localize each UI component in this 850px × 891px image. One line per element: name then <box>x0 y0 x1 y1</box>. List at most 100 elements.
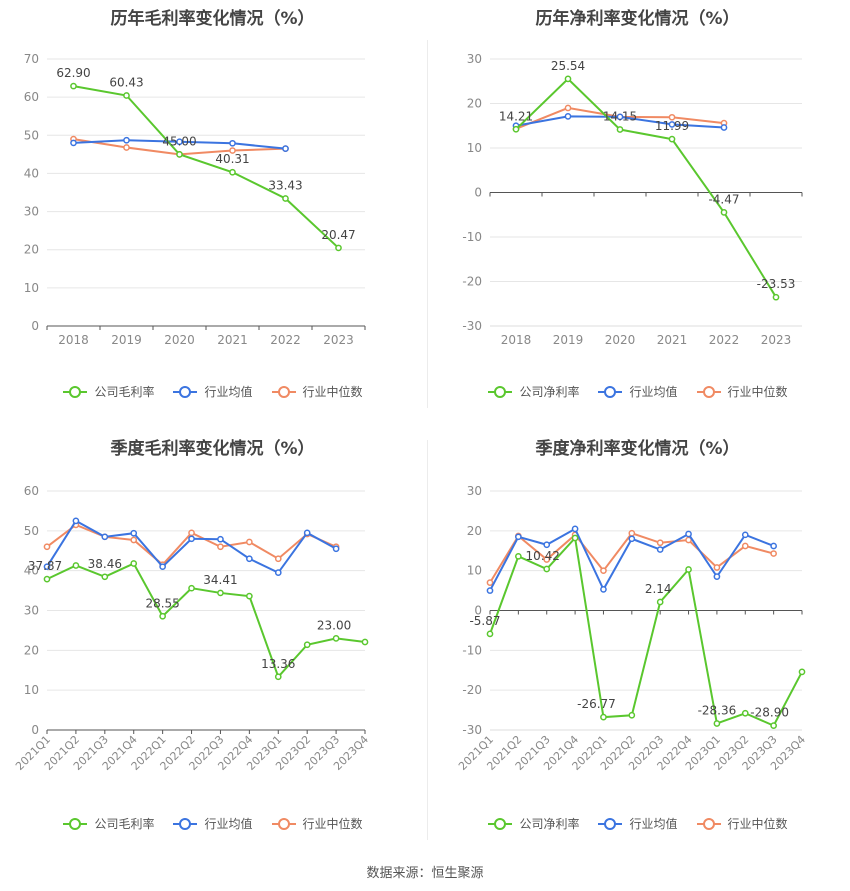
legend-label: 公司毛利率 <box>94 817 155 831</box>
company-point <box>564 75 572 83</box>
legend-line-icon <box>696 385 721 398</box>
company-point <box>101 573 109 581</box>
y-tick-label: 20 <box>467 524 482 538</box>
legend-item-industry-median[interactable]: 行业中位数 <box>696 815 788 832</box>
legend-line-icon <box>173 385 198 398</box>
company-point <box>130 560 138 567</box>
legend-label: 行业中位数 <box>302 385 363 399</box>
industry-average-point <box>571 525 579 533</box>
chart-legend: 公司净利率 行业均值 行业中位数 <box>425 383 850 400</box>
legend-item-industry-average[interactable]: 行业均值 <box>597 815 678 832</box>
chart-panel-quarterly-net-margin: 季度净利率变化情况（%） -30 -20 -10 0 10 20 30 2021Q1 2021Q… <box>425 430 850 860</box>
company-point <box>303 641 311 649</box>
industry-average-point <box>656 546 664 553</box>
industry-median-point <box>741 542 749 550</box>
legend-item-industry-median[interactable]: 行业中位数 <box>271 383 363 400</box>
chart-plot: 01020304050602021Q12021Q22021Q32021Q4202… <box>13 484 371 773</box>
series-company-line <box>515 77 777 298</box>
company-point <box>772 293 780 301</box>
x-tick-label: 2023 <box>761 333 792 347</box>
industry-median-point <box>543 556 551 563</box>
company-point <box>515 552 522 560</box>
industry-average-point <box>515 533 522 541</box>
company-point <box>571 534 579 542</box>
company-point <box>741 709 749 717</box>
legend-item-company[interactable]: 公司净利率 <box>487 383 579 400</box>
data-label: 14.21 <box>499 109 533 123</box>
industry-average-point <box>101 533 109 541</box>
y-tick-label: 30 <box>467 484 482 498</box>
legend-line-icon <box>271 817 296 830</box>
series-company-line <box>73 85 340 249</box>
data-label: -28.36 <box>698 703 737 717</box>
industry-average-point <box>543 541 551 549</box>
data-label: 62.90 <box>56 66 90 80</box>
y-tick-label: 10 <box>467 564 482 578</box>
legend-item-company[interactable]: 公司毛利率 <box>62 383 154 400</box>
industry-median-point <box>123 144 130 151</box>
chart-legend: 公司毛利率 行业均值 行业中位数 <box>0 383 425 400</box>
industry-average-point <box>668 121 676 128</box>
legend-item-company[interactable]: 公司净利率 <box>487 815 579 832</box>
industry-average-point <box>741 531 749 539</box>
legend-label: 行业均值 <box>629 817 678 831</box>
company-point <box>656 598 664 606</box>
x-tick-label: 2019 <box>111 333 142 347</box>
data-label: 45.00 <box>162 134 196 148</box>
legend-item-industry-average[interactable]: 行业均值 <box>172 383 253 400</box>
company-point <box>176 151 183 158</box>
company-point <box>72 562 80 569</box>
company-point <box>720 209 728 216</box>
y-tick-label: 0 <box>474 604 482 618</box>
data-label: 2.14 <box>645 582 672 596</box>
y-tick-label: 40 <box>24 166 39 180</box>
company-point <box>217 589 224 597</box>
legend-line-icon <box>598 385 623 398</box>
chart-legend: 公司毛利率 行业均值 行业中位数 <box>0 815 425 832</box>
y-tick-label: 10 <box>24 281 39 295</box>
y-tick-label: 20 <box>24 243 39 257</box>
legend-line-icon <box>173 817 198 830</box>
data-label: 14.15 <box>603 110 637 124</box>
industry-median-point <box>274 555 282 563</box>
legend-item-company[interactable]: 公司毛利率 <box>62 815 154 832</box>
data-source-note: 数据来源：恒生聚源 <box>366 866 484 881</box>
industry-average-point <box>72 517 80 525</box>
company-point <box>246 592 253 600</box>
chart-panel-annual-net-margin: 历年净利率变化情况（%） -30 -20 -10 0 10 20 30 2018 2019 202… <box>425 0 850 430</box>
legend-item-industry-average[interactable]: 行业均值 <box>597 383 678 400</box>
y-tick-label: 70 <box>24 52 39 66</box>
y-tick-label: 10 <box>24 683 39 697</box>
y-tick-label: 0 <box>31 723 39 737</box>
chart-panel-annual-gross-margin: 历年毛利率变化情况（%） 0 10 20 30 40 50 60 70 2018 2019 2020… <box>0 0 425 430</box>
company-point <box>668 135 676 143</box>
y-tick-label: 30 <box>24 604 39 618</box>
company-point <box>543 565 551 573</box>
industry-median-point <box>713 564 721 571</box>
legend-label: 行业中位数 <box>727 817 788 831</box>
data-label: 10.42 <box>526 549 560 563</box>
company-point <box>512 125 520 133</box>
chart-panel-quarterly-gross-margin: 季度毛利率变化情况（%） 0 10 20 30 40 50 60 2021Q1 2021Q2 20… <box>0 430 425 860</box>
company-point <box>770 722 777 729</box>
legend-label: 公司净利率 <box>519 817 580 831</box>
industry-average-point <box>564 113 572 120</box>
legend-line-icon <box>696 817 721 830</box>
industry-median-point <box>486 579 494 586</box>
y-tick-label: -30 <box>462 319 482 333</box>
legend-item-industry-median[interactable]: 行业中位数 <box>696 383 788 400</box>
chart-plot: -30-20-1001020302021Q12021Q22021Q32021Q4… <box>456 484 808 773</box>
chart-title: 历年净利率变化情况（%） <box>535 9 740 29</box>
data-label: -28.90 <box>750 706 789 720</box>
y-tick-label: -10 <box>462 230 482 244</box>
industry-average-point <box>130 529 138 537</box>
legend-item-industry-average[interactable]: 行业均值 <box>172 815 253 832</box>
legend-item-industry-median[interactable]: 行业中位数 <box>271 815 363 832</box>
industry-average-point <box>685 530 692 538</box>
chart-plot: 0 10 20 30 40 50 60 70 2018 2019 2020 2021 2022 2023 6… <box>24 52 366 347</box>
industry-median-point <box>229 147 236 154</box>
chart-title: 季度净利率变化情况（%） <box>535 439 740 459</box>
industry-average-point <box>486 587 494 594</box>
industry-median-point <box>43 543 51 551</box>
industry-average-point <box>332 545 340 553</box>
